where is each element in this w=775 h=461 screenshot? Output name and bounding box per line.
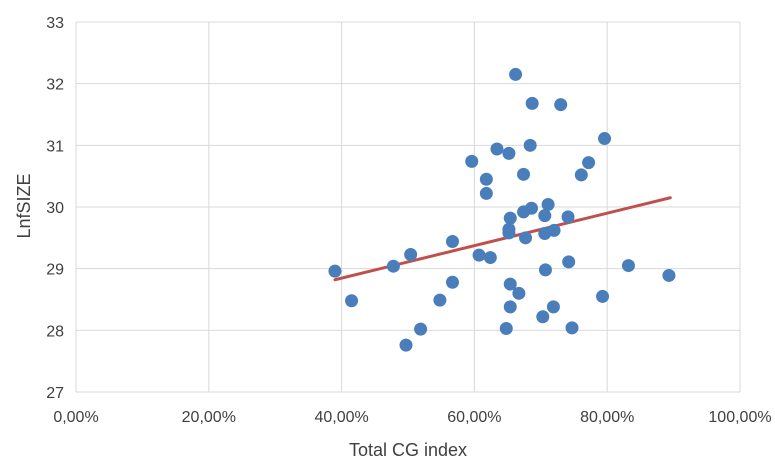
grid-lines [75,21,741,393]
data-point [512,286,526,300]
data-point [525,201,539,215]
data-point [621,259,635,273]
data-point [538,263,552,277]
y-tick-label: 30 [46,200,64,217]
x-tick-label: 60,00% [447,409,501,426]
data-point [517,167,531,181]
data-point [538,209,552,223]
data-point [490,142,504,156]
y-tick-label: 32 [46,77,64,94]
x-tick-label: 40,00% [314,409,368,426]
data-point [503,277,517,291]
y-tick-label: 33 [46,15,64,32]
data-point [465,154,479,168]
x-tick-label: 100,00% [708,409,771,426]
data-point [499,321,513,335]
data-point [404,247,418,261]
data-point [386,259,400,273]
data-point [536,310,550,324]
tick-labels: 27 28 29 30 31 32 33 0,00% 20,00% 40,00% 60,00% 80,… [46,15,771,426]
data-point [328,264,342,278]
data-point [565,321,579,335]
y-tick-label: 28 [46,323,64,340]
data-point [503,300,517,314]
data-point [479,186,493,200]
data-point [561,210,575,224]
data-point [582,156,596,170]
y-tick-label: 27 [46,385,64,402]
data-point [479,172,493,186]
data-points [328,67,676,352]
data-point [596,289,610,303]
x-tick-label: 20,00% [182,409,236,426]
data-point [546,300,560,314]
trendline [333,196,672,282]
data-point [523,138,537,152]
data-point [433,293,447,307]
data-point [598,132,612,146]
data-point [502,146,516,160]
data-point [399,338,413,352]
data-point [445,235,459,249]
data-point [503,211,517,225]
data-point [547,223,561,237]
data-point [662,268,676,282]
x-tick-label: 0,00% [53,409,98,426]
data-point [483,251,497,265]
data-point [519,231,533,245]
data-point [345,294,359,308]
y-axis-title: LnfSIZE [14,173,34,238]
trendline-group [333,196,672,282]
data-point [445,275,459,289]
data-point [574,168,588,182]
y-tick-label: 29 [46,262,64,279]
x-axis-title: Total CG index [349,440,467,460]
data-point [509,67,523,81]
x-tick-label: 80,00% [580,409,634,426]
data-point [472,248,486,262]
y-tick-label: 31 [46,138,64,155]
data-point [562,255,576,269]
data-point [414,322,428,336]
data-point [541,198,555,212]
data-point [502,222,516,236]
data-point [525,96,539,110]
data-point [554,98,568,112]
